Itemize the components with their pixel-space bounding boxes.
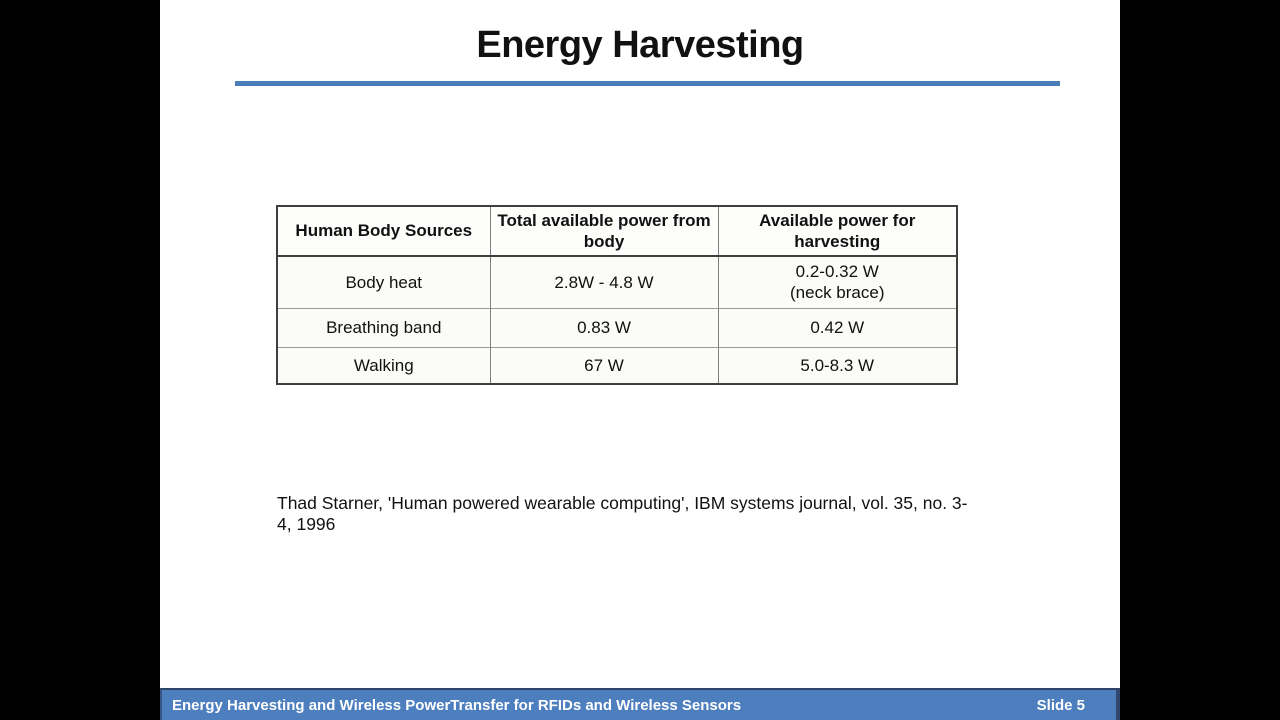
table-header-row: Human Body Sources Total available power…	[276, 206, 958, 257]
cell-harvest-power: 0.42 W	[717, 307, 958, 347]
cell-source: Walking	[276, 346, 491, 384]
slide-canvas: Energy Harvesting Human Body Sources Tot…	[160, 0, 1120, 720]
cell-source: Body heat	[276, 255, 491, 308]
header-human-body-sources: Human Body Sources	[276, 206, 491, 257]
cell-total-power: 67 W	[489, 346, 719, 384]
footer-presentation-title: Energy Harvesting and Wireless PowerTran…	[172, 696, 742, 714]
cell-source: Breathing band	[276, 307, 491, 347]
citation-text: Thad Starner, 'Human powered wearable co…	[277, 493, 968, 534]
slide-title: Energy Harvesting	[476, 24, 804, 66]
power-sources-table: Human Body Sources Total available power…	[276, 205, 958, 385]
header-available-for-harvesting: Available power for harvesting	[717, 206, 958, 257]
cell-harvest-power: 5.0-8.3 W	[717, 346, 958, 384]
header-total-available-power: Total available power from body	[489, 206, 719, 257]
footer-slide-number: Slide 5	[1036, 696, 1085, 714]
cell-total-power: 0.83 W	[489, 307, 719, 347]
table-row: Body heat 2.8W - 4.8 W 0.2-0.32 W (neck …	[276, 255, 958, 308]
title-underline-rule	[235, 81, 1060, 86]
cell-harvest-power: 0.2-0.32 W (neck brace)	[717, 255, 958, 308]
table-row: Breathing band 0.83 W 0.42 W	[276, 307, 958, 347]
table-row: Walking 67 W 5.0-8.3 W	[276, 346, 958, 384]
footer-bar: Energy Harvesting and Wireless PowerTran…	[160, 688, 1120, 720]
cell-total-power: 2.8W - 4.8 W	[489, 255, 719, 308]
